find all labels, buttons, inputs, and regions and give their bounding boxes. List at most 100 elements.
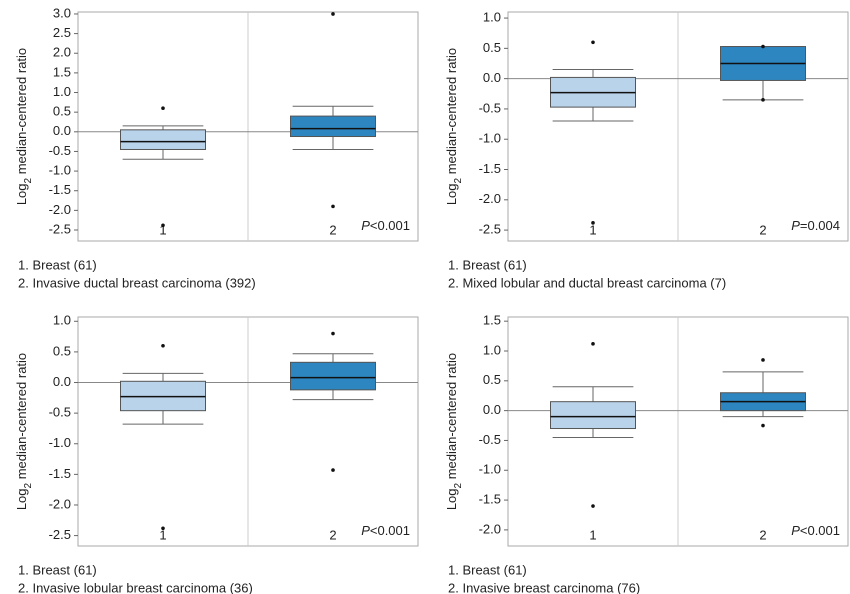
panel: 1.0 0.5 0.0 -0.5 -1.0 -1.5 -2.0 -2.5 Log2 median… (14, 313, 419, 594)
p-text: <0.001 (370, 523, 410, 538)
y-axis-label: Log2 median-centered ratio (14, 48, 34, 205)
y-tick-label: -0.5 (49, 405, 71, 420)
p-value: P<0.001 (361, 218, 410, 233)
y-axis-label-part: 2 (23, 482, 34, 488)
y-tick-label: -2.0 (49, 496, 71, 511)
outlier (161, 343, 165, 348)
outlier (591, 221, 595, 225)
y-tick-label: -0.5 (479, 100, 501, 115)
y-tick-label: 0.0 (483, 70, 501, 85)
outlier (761, 423, 765, 428)
p-text: =0.004 (800, 218, 840, 233)
box (120, 129, 206, 150)
y-axis-label-part: median-centered ratio (444, 48, 459, 178)
outlier (761, 358, 765, 362)
p-label: P (361, 218, 370, 233)
legend-entry: 2. Mixed lobular and ductal breast carci… (448, 275, 726, 290)
y-tick-label: 0.5 (53, 343, 71, 358)
y-tick-label: -1.0 (479, 131, 501, 146)
outlier (161, 223, 165, 228)
y-tick-label: 0.0 (53, 374, 71, 389)
box (550, 401, 636, 430)
x-tick-label: 2 (759, 222, 766, 237)
y-axis-label: Log2 median-centered ratio (444, 48, 464, 205)
y-tick-label: -2.5 (49, 221, 71, 236)
legend-entry: 1. Breast (61) (18, 562, 97, 577)
outlier (761, 44, 765, 49)
outlier (161, 106, 165, 111)
outlier (591, 504, 595, 508)
outlier (161, 526, 165, 531)
x-tick-label: 1 (159, 222, 166, 237)
outlier (331, 331, 335, 336)
y-tick-label: 2.5 (53, 25, 71, 40)
y-axis-label-part: Log (444, 488, 459, 510)
y-tick-label: 1.5 (483, 313, 501, 328)
y-tick-label: -1.5 (49, 182, 71, 197)
p-value: P<0.001 (791, 523, 840, 538)
outlier (591, 40, 595, 45)
y-axis-label-part: median-centered ratio (14, 353, 29, 483)
y-axis-label-part: 2 (453, 482, 464, 488)
x-tick-label: 2 (329, 527, 336, 542)
y-tick-label: 0.0 (53, 123, 71, 138)
x-tick-label: 1 (589, 222, 596, 237)
y-tick-label: -2.5 (479, 222, 501, 237)
y-axis-label-part: Log (14, 183, 29, 205)
y-tick-label: 1.0 (53, 313, 71, 328)
y-tick-label: -2.0 (479, 521, 501, 536)
outlier (331, 12, 335, 16)
y-tick-label: -1.0 (49, 435, 71, 450)
legend-entry: 2. Invasive ductal breast carcinoma (392… (18, 275, 256, 290)
outlier (331, 468, 335, 472)
y-tick-label: 0.5 (483, 40, 501, 55)
y-axis-label-part: median-centered ratio (444, 353, 459, 483)
x-tick-label: 1 (159, 527, 166, 542)
legend-entry: 1. Breast (61) (448, 257, 527, 272)
y-axis-label: Log2 median-centered ratio (444, 353, 464, 510)
x-tick-label: 2 (329, 222, 336, 237)
y-tick-label: 0.5 (53, 104, 71, 119)
box (290, 115, 376, 138)
y-axis-label: Log2 median-centered ratio (14, 353, 34, 510)
outlier (761, 98, 765, 102)
p-value: P<0.001 (361, 523, 410, 538)
p-text: <0.001 (800, 523, 840, 538)
y-tick-label: -0.5 (479, 432, 501, 447)
y-tick-label: -2.5 (49, 527, 71, 542)
p-label: P (791, 523, 800, 538)
y-tick-label: 2.0 (53, 45, 71, 60)
p-label: P (361, 523, 370, 538)
y-tick-label: -2.0 (49, 202, 71, 217)
y-tick-label: -1.5 (479, 161, 501, 176)
x-tick-label: 1 (589, 527, 596, 542)
y-tick-label: 1.0 (53, 84, 71, 99)
y-tick-label: -1.0 (479, 462, 501, 477)
y-tick-label: -1.5 (479, 492, 501, 507)
y-tick-label: 3.0 (53, 5, 71, 20)
x-tick-label: 2 (759, 527, 766, 542)
p-text: <0.001 (370, 218, 410, 233)
y-axis-label-part: 2 (453, 177, 464, 183)
p-label: P (791, 218, 800, 233)
y-axis-label-part: median-centered ratio (14, 48, 29, 178)
y-tick-label: -1.5 (49, 466, 71, 481)
y-tick-label: 1.5 (53, 64, 71, 79)
legend-entry: 2. Invasive breast carcinoma (76) (448, 580, 640, 594)
outlier (331, 204, 335, 209)
y-axis-label-part: Log (444, 183, 459, 205)
y-tick-label: 1.0 (483, 9, 501, 24)
panel: 3.0 2.5 2.0 1.5 1.0 0.5 0.0 -0.5 -1.0 -1.5 -2.0 -2.… (14, 5, 419, 290)
legend-entry: 1. Breast (61) (18, 257, 97, 272)
y-tick-label: 0.0 (483, 402, 501, 417)
box (290, 361, 376, 391)
p-value: P=0.004 (791, 218, 840, 233)
legend-entry: 1. Breast (61) (448, 562, 527, 577)
y-tick-label: 1.0 (483, 342, 501, 357)
y-tick-label: -0.5 (49, 143, 71, 158)
y-tick-label: -2.0 (479, 191, 501, 206)
